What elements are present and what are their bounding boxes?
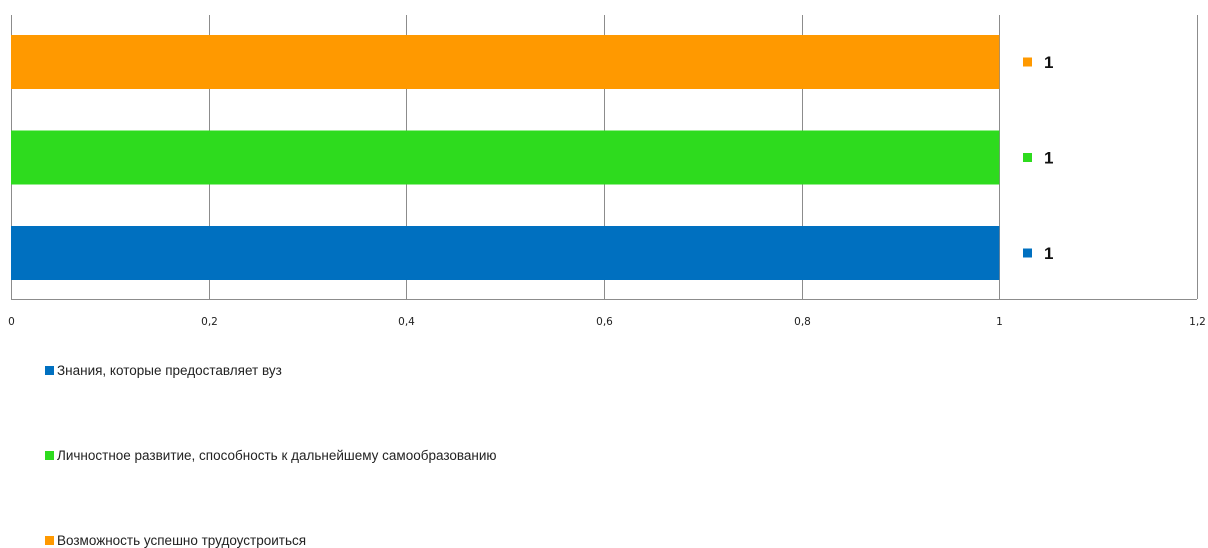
bar [11,226,999,280]
x-tick-label: 0 [8,316,15,328]
x-tick-label: 0,8 [794,316,811,328]
x-tick-label: 1,2 [1189,316,1206,328]
data-label-swatch [1023,58,1032,67]
legend-item: Возможность успешно трудоустроиться [45,533,306,548]
legend-item: Личностное развитие, способность к дальн… [45,448,497,463]
legend-label: Знания, которые предоставляет вуз [57,363,282,378]
data-label: 1 [1044,53,1053,72]
x-tick-label: 1 [996,316,1003,328]
bar [11,35,999,89]
legend-label: Возможность успешно трудоустроиться [57,533,306,548]
data-label-swatch [1023,249,1032,258]
legend-label: Личностное развитие, способность к дальн… [57,448,497,463]
data-label: 1 [1044,149,1053,168]
legend-item: Знания, которые предоставляет вуз [45,363,282,378]
legend-swatch [45,366,54,375]
legend-swatch [45,451,54,460]
bars [11,35,999,280]
bar [11,131,999,185]
data-label: 1 [1044,244,1053,263]
x-tick-label: 0,2 [201,316,218,328]
x-tick-labels: 0 0,2 0,4 0,6 0,8 1 1,2 [8,316,1206,328]
x-tick-label: 0,4 [398,316,415,328]
data-labels: 1 1 1 [1023,53,1053,263]
data-label-swatch [1023,153,1032,162]
x-tick-label: 0,6 [596,316,613,328]
